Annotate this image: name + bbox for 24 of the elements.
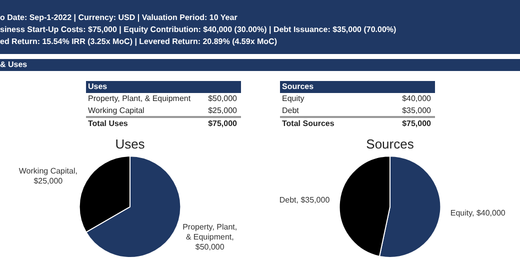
text: Working Capital bbox=[88, 104, 144, 116]
text: $35,000 bbox=[402, 104, 431, 116]
chart-title: Sources bbox=[366, 136, 414, 152]
text: $25,000 bbox=[208, 104, 237, 116]
text: Total Uses bbox=[88, 118, 128, 130]
text: Debt bbox=[282, 104, 299, 116]
text: ed Return: 15.54% IRR (3.25x MoC) | Levered Return: 20.89% (4.59x MoC) bbox=[0, 36, 278, 48]
text: $75,000 bbox=[208, 118, 237, 130]
text: o Date: Sep-1-2022 | Currency: USD | Valuation Period: 10 Year bbox=[0, 12, 238, 24]
chart-title: Uses bbox=[88, 82, 108, 91]
text: $50,000 bbox=[208, 93, 237, 104]
text: $75,000 bbox=[402, 118, 431, 130]
slice-label: Equity, $40,000 bbox=[450, 208, 506, 218]
text: $40,000 bbox=[402, 93, 431, 104]
text: Equity bbox=[282, 93, 304, 104]
slice-label: Property, Plant, & Equipment, $50,000 bbox=[182, 222, 238, 252]
chart-title: Uses bbox=[115, 136, 146, 152]
text: & Uses bbox=[0, 59, 520, 71]
slice-label: Debt, $35,000 bbox=[279, 196, 330, 205]
text: siness Start-Up Costs: $75,000 | Equity Contribution: $40,000 (30.00%) | Debt Issuance: $35,000 (70.00%) bbox=[0, 24, 398, 36]
text: Total Sources bbox=[282, 118, 334, 130]
slice-label: Working Capital, $25,000 bbox=[18, 166, 78, 186]
text: Property, Plant, & Equipment bbox=[88, 93, 191, 104]
chart-title: Sources bbox=[282, 82, 314, 91]
